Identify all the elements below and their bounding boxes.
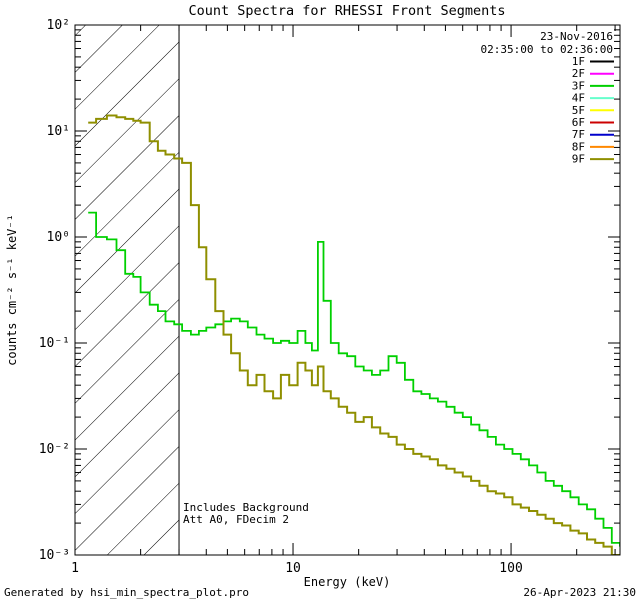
background-hatch-region	[75, 25, 180, 555]
legend-label: 3F	[572, 79, 585, 92]
legend-item-2F: 2F	[572, 67, 614, 80]
legend-item-1F: 1F	[572, 55, 614, 68]
legend-item-4F: 4F	[572, 92, 614, 105]
legend-item-8F: 8F	[572, 140, 614, 153]
observation-date: 23-Nov-2016	[540, 30, 613, 43]
legend-item-7F: 7F	[572, 128, 614, 141]
legend-item-9F: 9F	[572, 153, 614, 166]
footer-timestamp: 26-Apr-2023 21:30	[523, 586, 636, 599]
legend-item-3F: 3F	[572, 79, 614, 92]
y-tick-label: 10⁻²	[39, 442, 70, 457]
observation-time-range: 02:35:00 to 02:36:00	[481, 43, 613, 56]
curve-3F	[88, 211, 620, 547]
y-tick-label: 10¹	[47, 124, 70, 139]
legend-item-6F: 6F	[572, 116, 614, 129]
chart-title: Count Spectra for RHESSI Front Segments	[189, 3, 506, 19]
legend-label: 7F	[572, 128, 585, 141]
legend-label: 4F	[572, 92, 585, 105]
y-tick-label: 10⁻³	[39, 548, 70, 563]
axis-tick-labels: 1 10 100 10² 10¹ 10⁰ 10⁻¹ 10⁻² 10⁻³	[39, 18, 523, 576]
x-tick-label: 1	[71, 561, 79, 576]
legend-label: 9F	[572, 153, 585, 166]
legend-label: 6F	[572, 116, 585, 129]
legend-label: 2F	[572, 67, 585, 80]
x-tick-label: 10	[285, 561, 301, 576]
curve-9F	[88, 114, 620, 555]
axis-ticks	[74, 24, 620, 556]
x-axis-label: Energy (keV)	[304, 575, 391, 589]
x-tick-label: 100	[499, 561, 522, 576]
y-axis-label: counts cm⁻² s⁻¹ keV⁻¹	[5, 214, 19, 366]
annotation-attenuator-state: Att A0, FDecim 2	[183, 513, 289, 526]
footer-generated-by: Generated by hsi_min_spectra_plot.pro	[4, 586, 249, 599]
plot-border	[74, 24, 621, 556]
y-tick-label: 10²	[47, 18, 70, 33]
legend-label: 1F	[572, 55, 585, 68]
hatch-fill	[75, 25, 180, 555]
legend-item-5F: 5F	[572, 104, 614, 117]
annotation-includes-background: Includes Background	[183, 501, 309, 514]
data-curves	[88, 114, 620, 555]
y-tick-label: 10⁻¹	[39, 336, 70, 351]
y-tick-label: 10⁰	[47, 230, 70, 245]
legend-label: 8F	[572, 140, 585, 153]
legend-label: 5F	[572, 104, 585, 117]
